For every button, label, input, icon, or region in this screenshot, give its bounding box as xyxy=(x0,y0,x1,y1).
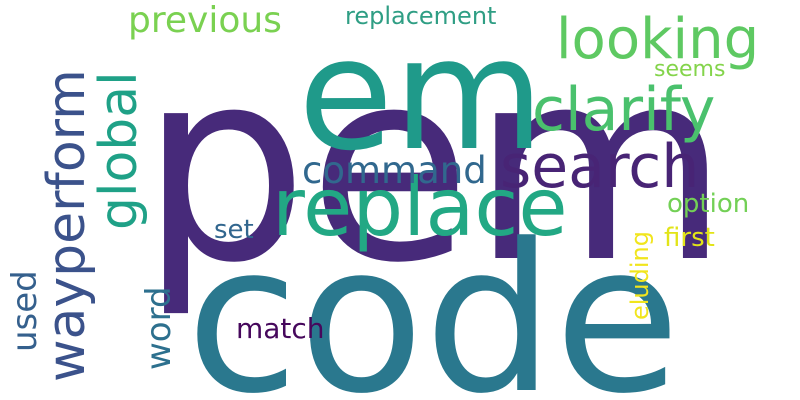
word-word: word xyxy=(139,286,179,370)
word-pem: pem xyxy=(140,13,729,321)
word-command: used xyxy=(5,270,45,352)
word-first: first xyxy=(664,223,715,253)
word-option: option xyxy=(667,189,749,219)
word-replacement: replacement xyxy=(345,2,496,30)
word-set: set xyxy=(214,215,254,245)
word-code: code xyxy=(186,201,680,400)
word-looking: looking xyxy=(556,7,759,72)
word-replace: replace xyxy=(272,161,568,254)
word-used: command xyxy=(302,149,487,192)
word-search: search xyxy=(500,132,699,202)
word-seems: seems xyxy=(654,57,725,82)
word-clarify: clarify xyxy=(532,75,715,145)
word-global: global xyxy=(89,71,149,230)
word-match: match xyxy=(236,312,325,345)
word-wayperform: wayperform xyxy=(37,69,97,382)
word-em: em xyxy=(298,4,544,185)
word-previous: previous xyxy=(128,0,282,41)
word-eluding: eluding xyxy=(626,231,654,320)
